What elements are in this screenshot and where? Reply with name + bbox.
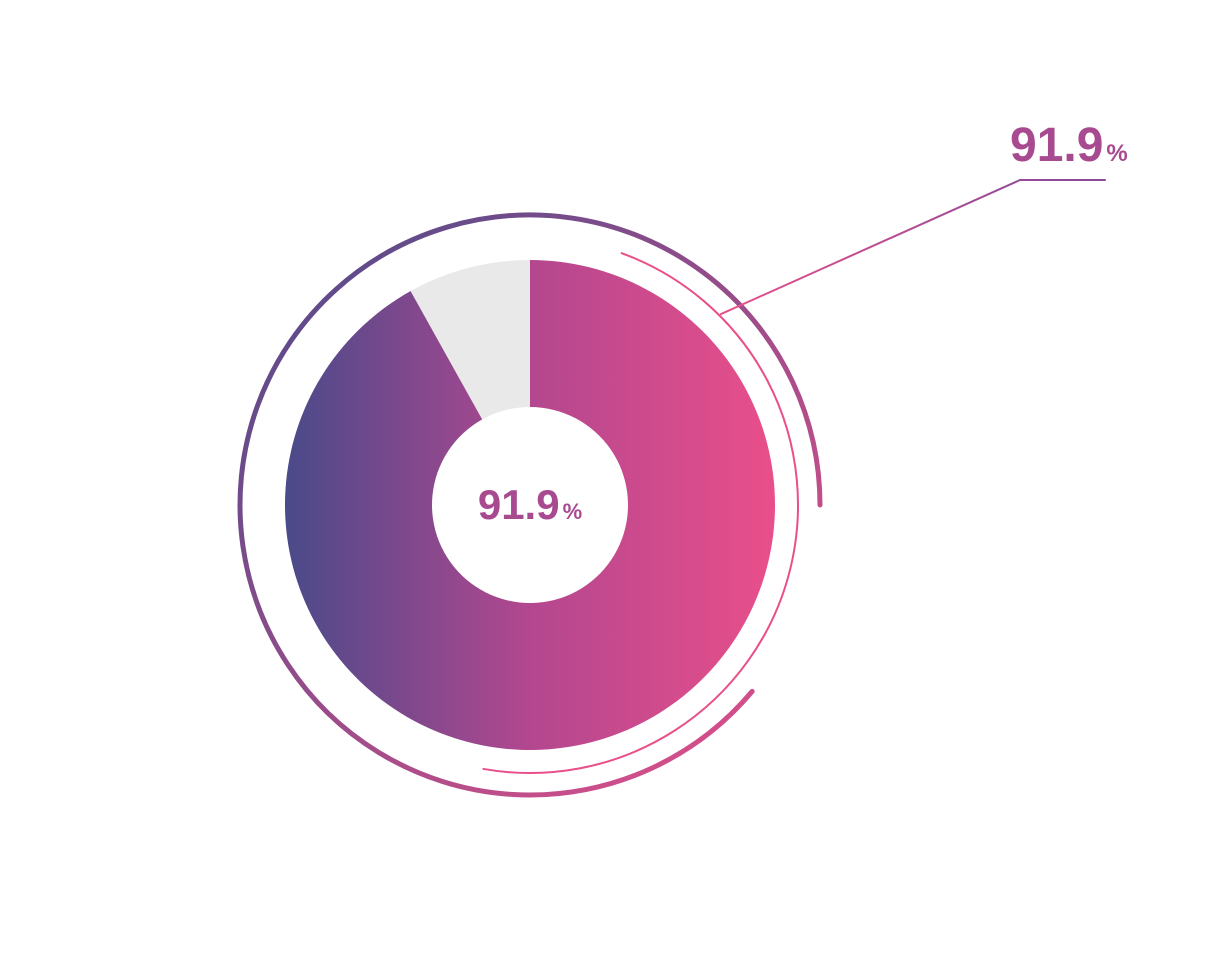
callout-value: 91.9 [1010, 119, 1103, 172]
callout-percent-symbol: % [1106, 140, 1127, 167]
center-percent-symbol: % [563, 499, 583, 524]
callout-percentage-label: 91.9% [1010, 118, 1128, 173]
chart-canvas: 91.9% 91.9% [0, 0, 1225, 980]
center-value: 91.9 [478, 481, 560, 528]
callout-leader-line [721, 180, 1105, 314]
center-percentage-label: 91.9% [478, 481, 582, 529]
